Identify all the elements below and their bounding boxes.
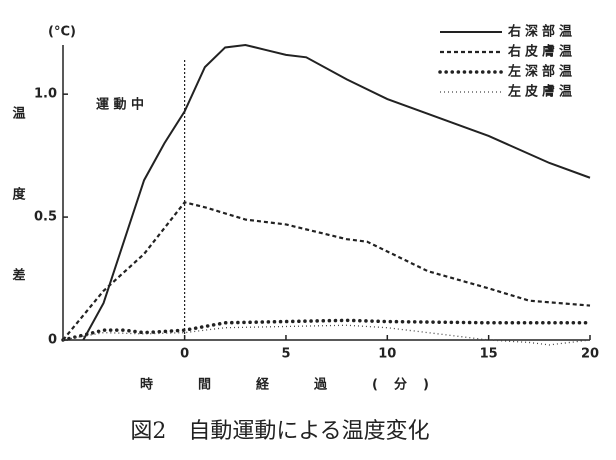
x-tick-label: 5 (281, 347, 290, 362)
series-line (62, 324, 591, 346)
y-tick-label: 1.0 (34, 87, 57, 102)
y-axis-label: 温度差 (10, 106, 26, 349)
x-tick-label: 15 (480, 347, 498, 362)
unit-label: (°C) (48, 25, 76, 40)
x-tick-label: 10 (378, 347, 396, 362)
legend-label: 右皮膚温 (507, 44, 576, 60)
legend-label: 右深部温 (507, 24, 576, 40)
annotation: 運 動 中 (96, 97, 144, 113)
legend-label: 左皮膚温 (508, 84, 576, 100)
caption: 図2 自動運動による温度変化 (130, 419, 429, 444)
series-line (62, 201, 591, 341)
legend-label: 左深部温 (508, 64, 576, 80)
x-axis-label: 時 間 経 過 (分) (140, 377, 445, 393)
series-line (82, 43, 591, 341)
y-tick-label: 0.5 (34, 210, 57, 225)
y-tick-label: 0 (48, 333, 57, 348)
x-tick-label: 20 (581, 347, 599, 362)
x-tick-label: 0 (180, 347, 189, 362)
series-line (61, 318, 592, 342)
